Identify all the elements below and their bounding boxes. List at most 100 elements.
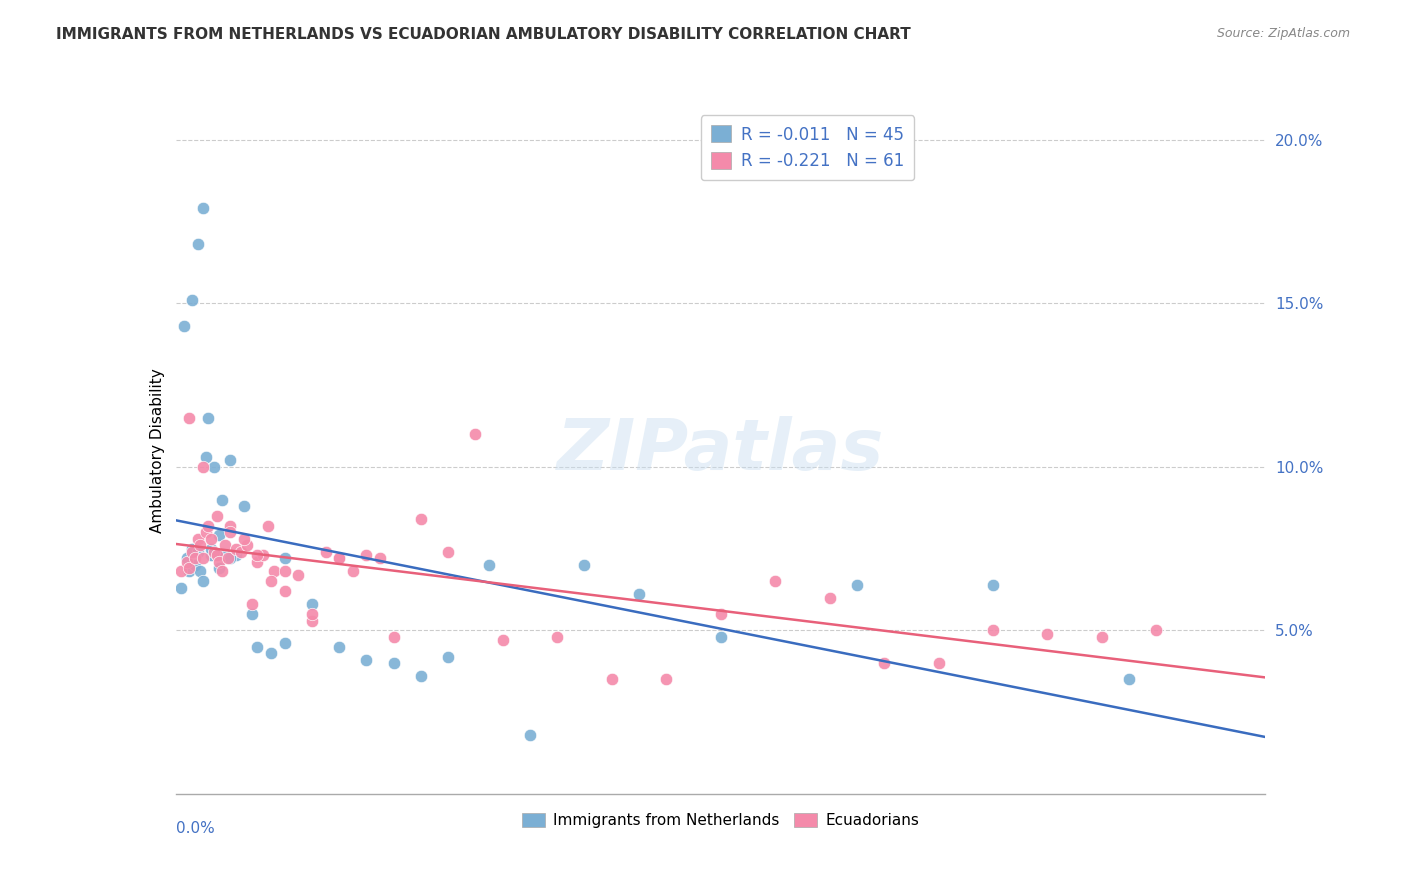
Text: 0.0%: 0.0%: [176, 822, 215, 837]
Point: [186, 237, 209, 252]
Point: [263, 565, 285, 579]
Point: [356, 548, 378, 562]
Point: [301, 614, 323, 628]
Point: [763, 574, 786, 589]
Point: [179, 561, 201, 575]
Point: [928, 656, 950, 670]
Point: [710, 630, 733, 644]
Point: [478, 558, 501, 572]
Point: [181, 293, 204, 307]
Point: [260, 574, 283, 589]
Point: [1036, 626, 1059, 640]
Point: [217, 551, 239, 566]
Point: [232, 532, 254, 546]
Point: [184, 558, 207, 572]
Point: [235, 538, 257, 552]
Point: [208, 555, 231, 569]
Y-axis label: Ambulatory Disability: Ambulatory Disability: [149, 368, 165, 533]
Legend: Immigrants from Netherlands, Ecuadorians: Immigrants from Netherlands, Ecuadorians: [516, 807, 925, 834]
Point: [197, 410, 219, 425]
Point: [214, 538, 236, 552]
Point: [1118, 673, 1140, 687]
Point: [301, 607, 323, 621]
Point: [274, 565, 297, 579]
Point: [173, 319, 195, 334]
Point: [627, 587, 650, 601]
Point: [818, 591, 841, 605]
Point: [246, 548, 269, 562]
Point: [257, 518, 280, 533]
Point: [382, 630, 405, 644]
Point: [191, 459, 214, 474]
Point: [246, 555, 269, 569]
Point: [655, 673, 678, 687]
Text: Source: ZipAtlas.com: Source: ZipAtlas.com: [1216, 27, 1350, 40]
Point: [170, 565, 193, 579]
Point: [181, 541, 204, 556]
Point: [200, 541, 222, 556]
Point: [328, 551, 350, 566]
Point: [184, 551, 207, 566]
Point: [219, 525, 242, 540]
Point: [179, 565, 201, 579]
Point: [200, 548, 222, 562]
Point: [315, 545, 337, 559]
Point: [194, 525, 217, 540]
Point: [205, 548, 228, 562]
Point: [301, 597, 323, 611]
Point: [231, 545, 253, 559]
Point: [202, 459, 225, 474]
Point: [328, 551, 350, 566]
Point: [274, 636, 297, 650]
Point: [356, 653, 378, 667]
Point: [176, 555, 198, 569]
Point: [191, 202, 214, 216]
Point: [188, 538, 211, 552]
Point: [519, 728, 541, 742]
Point: [873, 656, 896, 670]
Point: [219, 551, 242, 566]
Point: [546, 630, 568, 644]
Point: [211, 492, 233, 507]
Point: [342, 565, 364, 579]
Point: [574, 558, 596, 572]
Point: [208, 561, 231, 575]
Text: ZIPatlas: ZIPatlas: [557, 416, 884, 485]
Point: [981, 577, 1004, 591]
Point: [170, 581, 193, 595]
Point: [186, 532, 209, 546]
Point: [200, 532, 222, 546]
Point: [232, 499, 254, 513]
Point: [1144, 624, 1167, 638]
Point: [240, 597, 263, 611]
Point: [181, 545, 204, 559]
Point: [219, 453, 242, 467]
Point: [274, 584, 297, 599]
Point: [225, 548, 247, 562]
Point: [437, 545, 460, 559]
Point: [191, 574, 214, 589]
Point: [208, 528, 231, 542]
Point: [176, 551, 198, 566]
Point: [600, 673, 623, 687]
Point: [202, 545, 225, 559]
Point: [205, 548, 228, 562]
Point: [225, 541, 247, 556]
Point: [188, 565, 211, 579]
Point: [409, 669, 432, 683]
Point: [981, 624, 1004, 638]
Point: [464, 427, 486, 442]
Point: [368, 551, 391, 566]
Point: [260, 646, 283, 660]
Point: [186, 545, 209, 559]
Point: [287, 567, 309, 582]
Point: [197, 518, 219, 533]
Point: [409, 512, 432, 526]
Point: [214, 548, 236, 562]
Point: [1091, 630, 1114, 644]
Point: [437, 649, 460, 664]
Point: [274, 551, 297, 566]
Point: [492, 633, 515, 648]
Point: [219, 518, 242, 533]
Point: [191, 551, 214, 566]
